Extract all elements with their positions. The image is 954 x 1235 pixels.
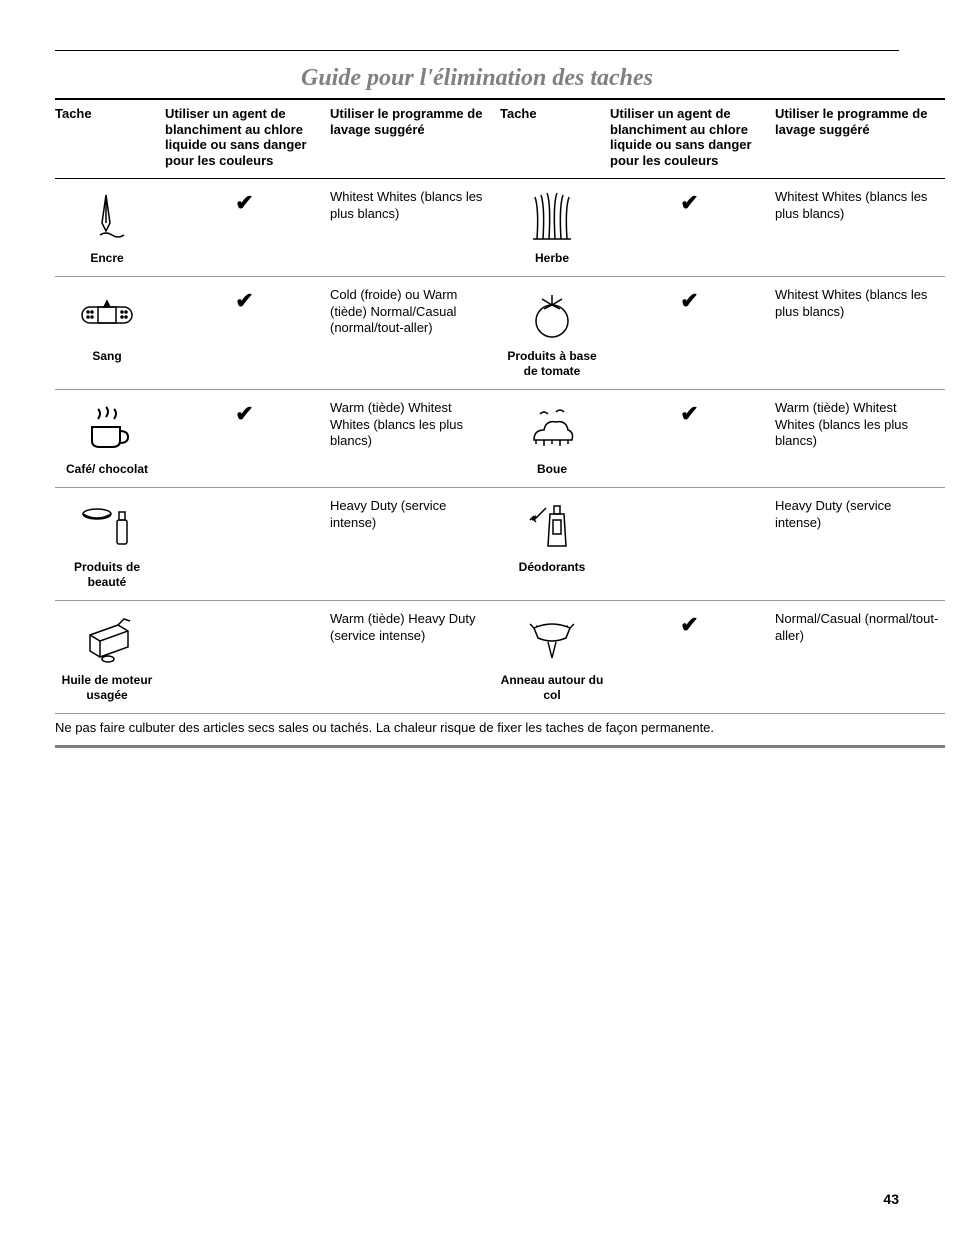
check-cell: ✔: [610, 277, 775, 390]
check-cell: ✔: [165, 179, 330, 277]
check-cell: [165, 488, 330, 601]
stain-col: Anneau autour du col: [500, 601, 610, 714]
stain-encre: Encre: [55, 179, 165, 277]
cycle-cell: Warm (tiède) Whitest Whites (blancs les …: [330, 390, 500, 488]
stain-label: Produits de beauté: [55, 560, 159, 590]
check-cell: ✔: [610, 601, 775, 714]
stain-sang: Sang: [55, 277, 165, 390]
stain-deodorant: Déodorants: [500, 488, 610, 601]
cycle-cell: Whitest Whites (blancs les plus blancs): [330, 179, 500, 277]
stain-cafe: Café/ chocolat: [55, 390, 165, 488]
stain-label: Café/ chocolat: [66, 462, 148, 477]
check-cell: [610, 488, 775, 601]
cycle-cell: Warm (tiède) Heavy Duty (service intense…: [330, 601, 500, 714]
cosmetics-icon: [79, 498, 135, 554]
stain-beaute: Produits de beauté: [55, 488, 165, 601]
cycle-cell: Normal/Casual (normal/tout-aller): [775, 601, 945, 714]
grass-icon: [527, 189, 577, 245]
deodorant-icon: [526, 498, 578, 554]
cup-icon: [82, 400, 132, 456]
stain-huile: Huile de moteur usagée: [55, 601, 165, 714]
cycle-cell: Heavy Duty (service intense): [775, 488, 945, 601]
stain-label: Huile de moteur usagée: [55, 673, 159, 703]
header-cycle-left: Utiliser le programme de lavage suggéré: [330, 98, 500, 179]
collar-icon: [526, 611, 578, 667]
stain-label: Sang: [92, 349, 121, 364]
oilcan-icon: [78, 611, 136, 667]
mud-icon: [526, 400, 578, 456]
cycle-cell: Cold (froide) ou Warm (tiède) Normal/Cas…: [330, 277, 500, 390]
cycle-cell: Heavy Duty (service intense): [330, 488, 500, 601]
check-cell: ✔: [610, 390, 775, 488]
stain-label: Déodorants: [519, 560, 586, 575]
header-bleach-right: Utiliser un agent de blanchiment au chlo…: [610, 98, 775, 179]
stain-label: Encre: [90, 251, 123, 266]
stain-table: Tache Utiliser un agent de blanchiment a…: [55, 98, 899, 748]
page-number: 43: [883, 1191, 899, 1207]
stain-tomate: Produits à base de tomate: [500, 277, 610, 390]
section-title: Guide pour l'élimination des taches: [55, 65, 899, 92]
stain-label: Produits à base de tomate: [500, 349, 604, 379]
stain-label: Anneau autour du col: [500, 673, 604, 703]
cycle-cell: Whitest Whites (blancs les plus blancs): [775, 179, 945, 277]
header-bleach-left: Utiliser un agent de blanchiment au chlo…: [165, 98, 330, 179]
tomato-icon: [528, 287, 576, 343]
check-cell: ✔: [165, 390, 330, 488]
header-stain-right: Tache: [500, 98, 610, 179]
stain-label: Boue: [537, 462, 567, 477]
bandage-icon: [78, 287, 136, 343]
check-cell: [165, 601, 330, 714]
cycle-cell: Warm (tiède) Whitest Whites (blancs les …: [775, 390, 945, 488]
check-cell: ✔: [610, 179, 775, 277]
header-stain-left: Tache: [55, 98, 165, 179]
stain-boue: Boue: [500, 390, 610, 488]
cycle-cell: Whitest Whites (blancs les plus blancs): [775, 277, 945, 390]
pen-icon: [84, 189, 130, 245]
stain-herbe: Herbe: [500, 179, 610, 277]
stain-label: Herbe: [535, 251, 569, 266]
check-cell: ✔: [165, 277, 330, 390]
header-cycle-right: Utiliser le programme de lavage suggéré: [775, 98, 945, 179]
footnote: Ne pas faire culbuter des articles secs …: [55, 714, 945, 748]
